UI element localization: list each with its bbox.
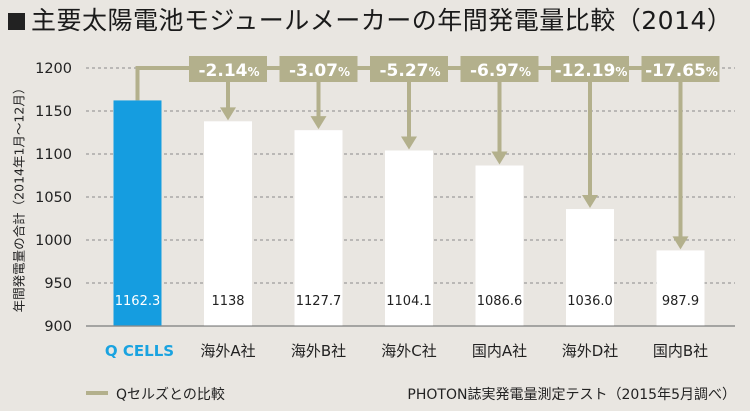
category-label: 国内B社 xyxy=(653,342,708,360)
bar-value-label: 1138 xyxy=(211,294,244,309)
chart-title-text: 主要太陽電池モジュールメーカーの年間発電量比較（2014） xyxy=(31,6,733,35)
comparison-label: -2.14% xyxy=(198,61,259,81)
chart-title: 主要太陽電池モジュールメーカーの年間発電量比較（2014） xyxy=(8,6,732,36)
qcells-logo-label: Q CELLS xyxy=(105,342,174,360)
bar-value-label: 987.9 xyxy=(662,294,699,309)
drop-arrow-head xyxy=(672,236,689,250)
category-label: 海外A社 xyxy=(200,342,255,360)
category-label: 海外B社 xyxy=(291,342,346,360)
comparison-label: -5.27% xyxy=(379,61,440,81)
comparison-badge xyxy=(279,56,358,82)
drop-arrow-head xyxy=(582,195,598,209)
legend: Qセルズとの比較 xyxy=(86,384,225,404)
competitor-bar xyxy=(475,165,524,326)
y-tick-label: 1100 xyxy=(35,147,72,163)
competitor-bar xyxy=(294,130,343,326)
competitor-bar xyxy=(656,250,705,326)
y-tick-label: 1000 xyxy=(35,233,72,249)
comparison-label: -6.97% xyxy=(470,61,531,81)
y-tick-label: 1050 xyxy=(35,190,72,206)
comparison-label: -12.19% xyxy=(555,61,628,81)
competitor-bar xyxy=(566,209,614,326)
legend-label: Qセルズとの比較 xyxy=(116,387,225,403)
category-label: 海外D社 xyxy=(562,342,619,360)
source-note: PHOTON誌実発電量測定テスト（2015年5月調べ） xyxy=(407,387,736,403)
comparison-badge xyxy=(551,56,629,82)
qcells-bar xyxy=(113,100,162,326)
drop-arrow-head xyxy=(401,136,417,150)
comparison-badge xyxy=(641,56,720,82)
y-tick-label: 1150 xyxy=(35,104,72,120)
bar-value-label: 1127.7 xyxy=(296,294,342,309)
comparison-label: -17.65% xyxy=(645,61,718,81)
competitor-bar xyxy=(204,121,252,326)
comparison-badge xyxy=(189,56,267,82)
y-tick-label: 1200 xyxy=(35,61,72,77)
comparison-label: -3.07% xyxy=(289,61,350,81)
bar-value-label: 1086.6 xyxy=(477,294,523,309)
category-label: 海外C社 xyxy=(381,342,436,360)
bar-value-label: 1162.3 xyxy=(115,294,161,309)
comparison-badge xyxy=(370,56,448,82)
bar-value-label: 1036.0 xyxy=(567,294,613,309)
drop-arrow-head xyxy=(491,151,508,165)
category-label: 国内A社 xyxy=(472,342,527,360)
legend-swatch xyxy=(86,391,108,395)
title-square-icon xyxy=(8,13,25,30)
y-tick-label: 950 xyxy=(44,276,72,292)
drop-arrow-head xyxy=(310,116,327,130)
bar-value-label: 1104.1 xyxy=(386,294,432,309)
y-tick-label: 900 xyxy=(44,319,72,335)
competitor-bar xyxy=(385,150,433,326)
comparison-badge xyxy=(460,56,539,82)
y-axis-title: 年間発電量の合計（2014年1月〜12月） xyxy=(11,81,27,313)
drop-arrow-head xyxy=(220,107,236,121)
